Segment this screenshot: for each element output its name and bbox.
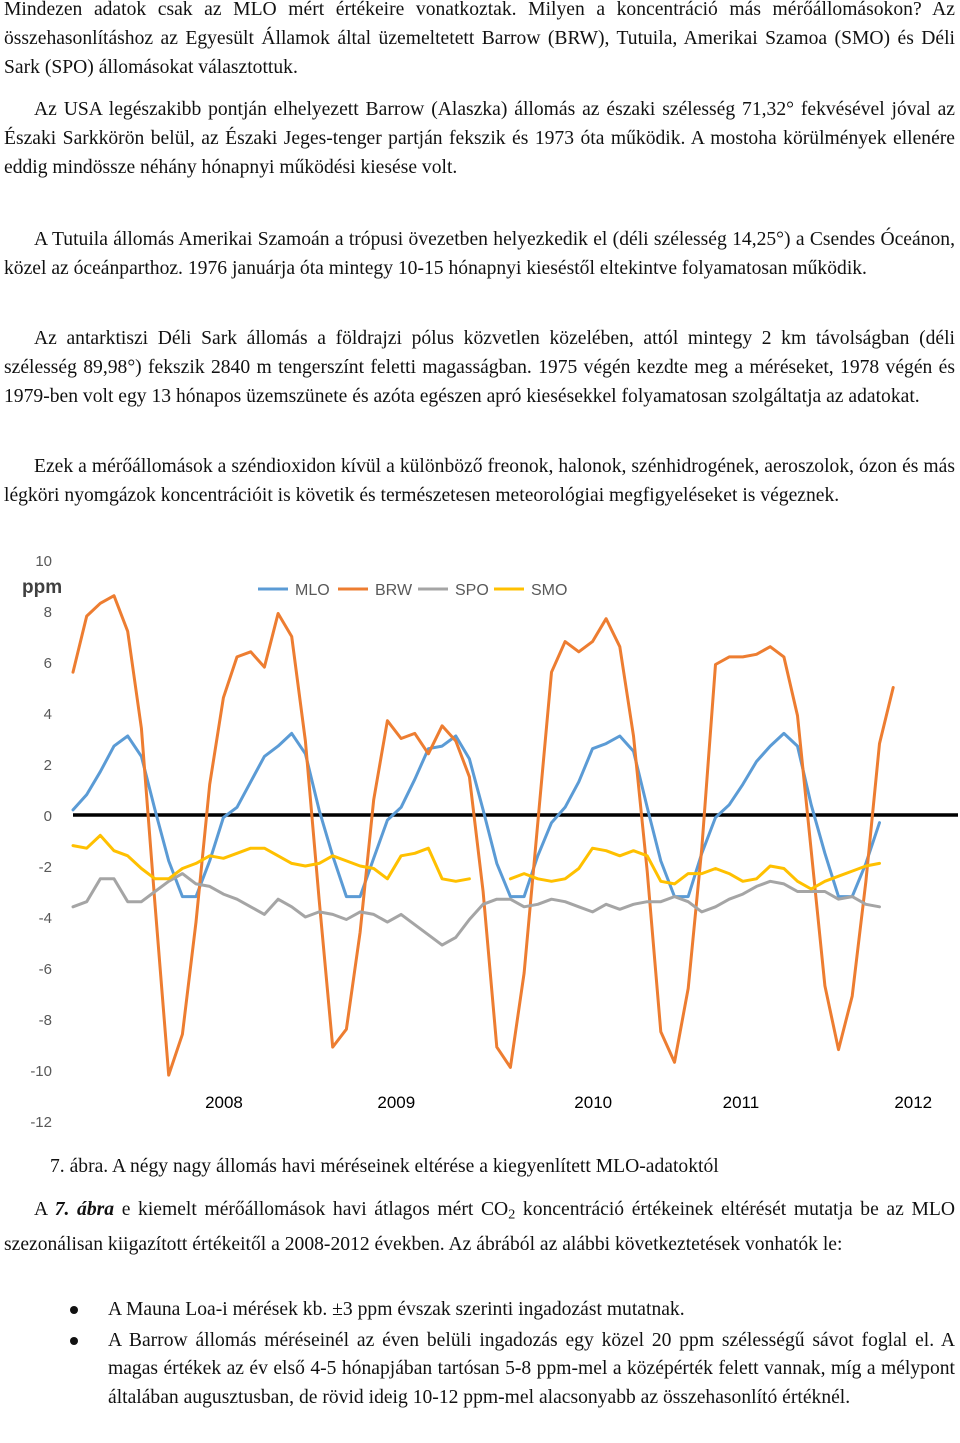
bullet-icon bbox=[70, 1306, 78, 1314]
paragraph-south-pole: Az antarktiszi Déli Sark állomás a földr… bbox=[4, 328, 955, 407]
y-tick-label: 0 bbox=[44, 808, 52, 825]
figure-caption: 7. ábra. A négy nagy állomás havi mérése… bbox=[50, 1156, 719, 1177]
list-item-text: A Mauna Loa-i mérések kb. ±3 ppm évszak … bbox=[108, 1299, 685, 1320]
series-line-mlo bbox=[71, 731, 881, 899]
x-year-label: 2009 bbox=[377, 1093, 415, 1112]
x-year-label: 2008 bbox=[205, 1093, 243, 1112]
y-tick-label: -2 bbox=[39, 859, 52, 876]
y-axis-label: ppm bbox=[22, 577, 62, 598]
conclusions-list: A Mauna Loa-i mérések kb. ±3 ppm évszak … bbox=[0, 1296, 960, 1414]
y-tick-label: -6 bbox=[39, 961, 52, 978]
x-year-label: 2010 bbox=[574, 1093, 612, 1112]
p6-b: e kiemelt mérőállomások havi átlagos mér… bbox=[114, 1199, 509, 1220]
series-line-spo bbox=[71, 872, 881, 947]
list-item: A Mauna Loa-i mérések kb. ±3 ppm évszak … bbox=[0, 1296, 960, 1325]
paragraph-barrow: Az USA legészakibb pontján elhelyezett B… bbox=[4, 99, 955, 178]
y-tick-label: -12 bbox=[30, 1114, 52, 1131]
legend-label-mlo: MLO bbox=[295, 582, 330, 599]
y-tick-label: 10 bbox=[35, 553, 52, 570]
list-item-text: A Barrow állomás méréseinél az éven belü… bbox=[108, 1329, 955, 1408]
p6-c: koncentráció értékeinek eltérését mutatj… bbox=[4, 1199, 955, 1255]
x-year-label: 2011 bbox=[723, 1093, 760, 1112]
y-tick-label: -4 bbox=[39, 910, 52, 927]
chart-background bbox=[0, 548, 960, 1145]
series-line-brw bbox=[71, 594, 895, 1077]
series-line-smo bbox=[71, 833, 881, 891]
p6-a: A bbox=[34, 1199, 55, 1220]
chart-svg: 10 8 6 4 2 0 -2 -4 -6 -8 -10 -12 ppm 2008 2009 2010 2011… bbox=[0, 548, 960, 1145]
list-item: A Barrow állomás méréseinél az éven belü… bbox=[0, 1327, 960, 1413]
co2-subscript: 2 bbox=[508, 1206, 516, 1223]
figure-reference: 7. ábra bbox=[54, 1199, 115, 1220]
paragraph-tutuila: A Tutuila állomás Amerikai Szamoán a tró… bbox=[4, 229, 955, 279]
legend-label-brw: BRW bbox=[375, 582, 413, 599]
y-tick-label: 2 bbox=[44, 757, 52, 774]
paragraph-stations: Ezek a mérőállomások a széndioxidon kívü… bbox=[4, 456, 955, 506]
x-year-label: 2012 bbox=[894, 1093, 932, 1112]
y-tick-label: -10 bbox=[30, 1063, 52, 1080]
legend-label-smo: SMO bbox=[531, 582, 567, 599]
y-tick-label: -8 bbox=[39, 1012, 52, 1029]
y-tick-label: 6 bbox=[44, 655, 52, 672]
y-tick-label: 8 bbox=[44, 604, 52, 621]
bullet-icon bbox=[70, 1336, 78, 1345]
co2-deviation-chart: 10 8 6 4 2 0 -2 -4 -6 -8 -10 -12 ppm 2008 2009 2010 2011… bbox=[0, 548, 960, 1145]
legend-label-spo: SPO bbox=[455, 582, 489, 599]
paragraph-figure-description: A 7. ábra e kiemelt mérőállomások havi á… bbox=[4, 1195, 955, 1259]
paragraph-1: Mindezen adatok csak az MLO mért értékei… bbox=[4, 0, 955, 78]
y-tick-label: 4 bbox=[44, 706, 52, 723]
